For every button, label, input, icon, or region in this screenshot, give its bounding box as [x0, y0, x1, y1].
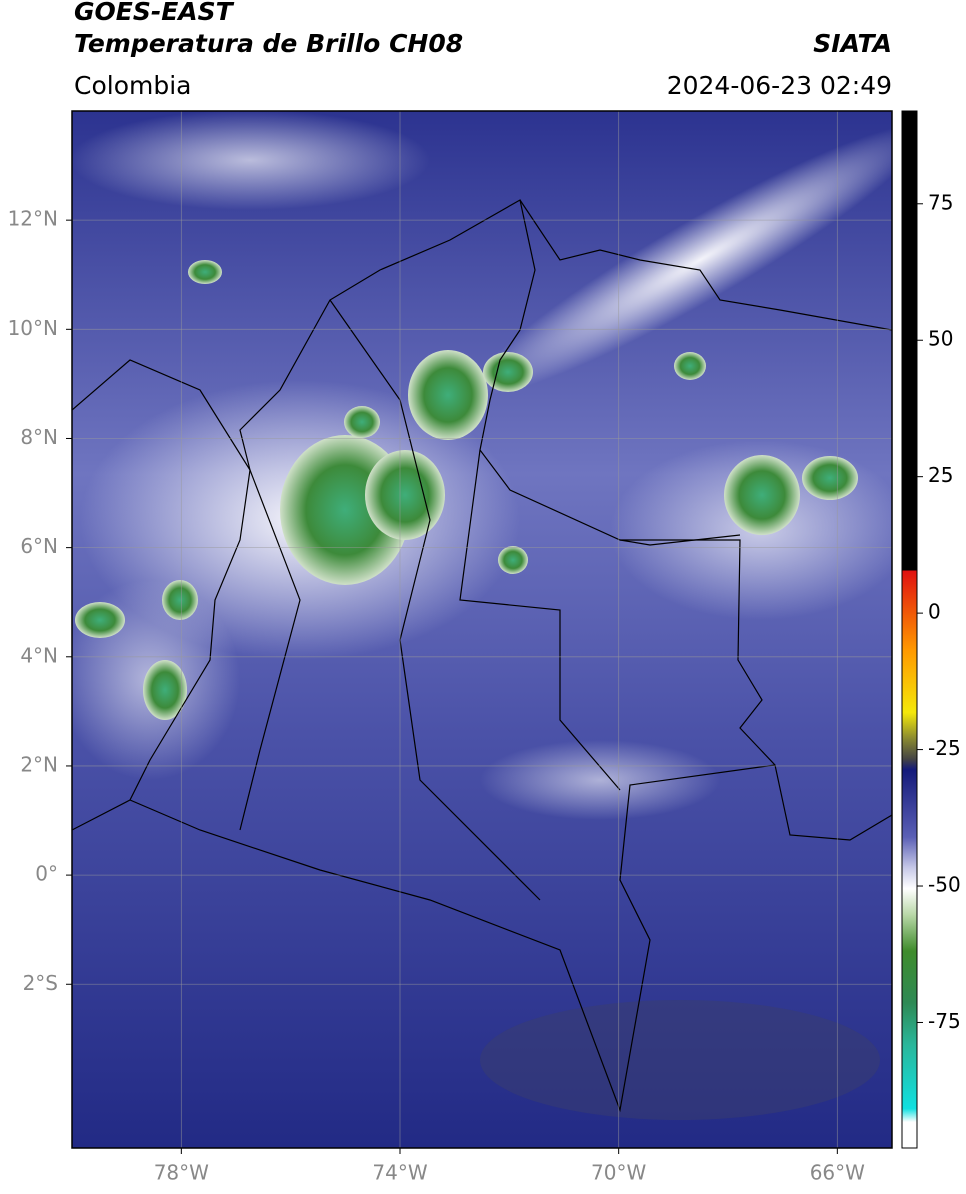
y-tick-label: 4°N: [20, 643, 58, 667]
map-frame: [71, 110, 893, 1149]
subtitle: Temperatura de Brillo CH08: [74, 29, 463, 58]
colorbar-tick-label: 0: [928, 600, 941, 624]
x-tick-label: 78°W: [154, 1161, 209, 1185]
x-tick-label: 70°W: [591, 1161, 646, 1185]
grid: [72, 111, 892, 1148]
y-tick-label: 12°N: [8, 207, 58, 231]
y-tick-label: 2°S: [23, 971, 58, 995]
x-tick-label: 74°W: [372, 1161, 427, 1185]
y-tick-label: 2°N: [20, 752, 58, 776]
borders: [72, 199, 892, 1113]
colorbar: [901, 110, 918, 1149]
title: GOES-EAST: [74, 0, 235, 26]
colorbar-tick-label: 50: [928, 327, 953, 351]
region: Colombia: [74, 71, 191, 100]
y-tick-label: 0°: [35, 862, 58, 886]
colorbar-tick-label: -50: [928, 873, 961, 897]
y-tick-label: 8°N: [20, 425, 58, 449]
datetime: 2024-06-23 02:49: [667, 71, 892, 100]
colorbar-tick-label: -25: [928, 736, 961, 760]
colorbar-tick-label: -75: [928, 1009, 961, 1033]
x-tick-label: 66°W: [810, 1161, 865, 1185]
source: SIATA: [813, 29, 892, 58]
colorbar-tick-label: 25: [928, 463, 953, 487]
y-tick-label: 6°N: [20, 534, 58, 558]
colorbar-tick-label: 75: [928, 190, 953, 214]
y-tick-label: 10°N: [8, 316, 58, 340]
satellite-image: [72, 111, 892, 1148]
